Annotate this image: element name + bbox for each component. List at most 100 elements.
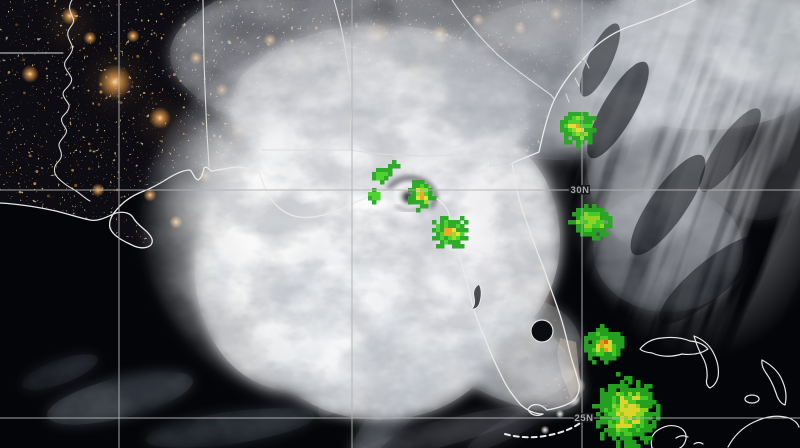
gulf-atlantic-coastline (0, 0, 696, 416)
radar-cell (652, 400, 657, 405)
radar-cell (588, 220, 593, 225)
radar-cell (648, 384, 653, 389)
radar-cell (420, 184, 425, 189)
radar-cell (452, 232, 457, 237)
radar-cell (564, 140, 569, 145)
radar-cell (616, 408, 621, 413)
radar-cell (440, 232, 445, 237)
radar-cell (632, 400, 637, 405)
radar-cell (592, 224, 597, 229)
radar-cell (640, 396, 645, 401)
radar-cell (612, 400, 617, 405)
radar-cell (596, 344, 601, 349)
radar-cell (600, 324, 605, 329)
radar-cell (616, 440, 621, 445)
radar-cell (620, 400, 625, 405)
radar-cell (644, 400, 649, 405)
radar-cell (584, 220, 589, 225)
radar-cell (604, 352, 609, 357)
radar-cell (416, 196, 421, 201)
radar-cell (596, 420, 601, 425)
radar-cell (612, 408, 617, 413)
radar-cell (636, 424, 641, 429)
radar-cell (412, 200, 417, 205)
radar-cell (444, 224, 449, 229)
radar-cell (416, 200, 421, 205)
radar-cell (420, 180, 425, 185)
radar-cell (592, 336, 597, 341)
radar-cell (444, 220, 449, 225)
radar-cell (600, 332, 605, 337)
radar-cell (576, 140, 581, 145)
radar-cell (576, 220, 581, 225)
radar-cell (608, 408, 613, 413)
radar-cell (620, 432, 625, 437)
radar-cell (588, 116, 593, 121)
radar-cell (628, 400, 633, 405)
radar-cell (588, 124, 593, 129)
radar-cell (572, 212, 577, 217)
radar-cell (620, 436, 625, 441)
radar-cell (388, 172, 393, 177)
radar-cell (632, 408, 637, 413)
tampa-bay (470, 283, 482, 310)
radar-cell (616, 404, 621, 409)
radar-cell (444, 228, 449, 233)
radar-cell (600, 224, 605, 229)
radar-cell (584, 212, 589, 217)
radar-cell (636, 408, 641, 413)
radar-cell (432, 196, 437, 201)
radar-cell (616, 432, 621, 437)
radar-cell (596, 336, 601, 341)
radar-cell (416, 192, 421, 197)
radar-cell (644, 420, 649, 425)
radar-cell (380, 176, 385, 181)
radar-cell (624, 396, 629, 401)
radar-cell (592, 220, 597, 225)
radar-cell (440, 236, 445, 241)
radar-cell (464, 220, 469, 225)
radar-cell (620, 424, 625, 429)
radar-cell (588, 140, 593, 145)
radar-cell (584, 228, 589, 233)
radar-cell (584, 348, 589, 353)
radar-cell (396, 164, 401, 169)
radar-cell (640, 428, 645, 433)
radar-cell (604, 348, 609, 353)
radar-cell (588, 332, 593, 337)
radar-cell (628, 392, 633, 397)
state-borders (0, 0, 555, 202)
radar-cell (600, 212, 605, 217)
radar-cell (412, 196, 417, 201)
radar-cell (584, 112, 589, 117)
radar-cell (624, 432, 629, 437)
radar-cell (432, 220, 437, 225)
radar-cell (444, 216, 449, 221)
radar-cell (572, 132, 577, 137)
radar-cell (640, 412, 645, 417)
radar-cell (604, 428, 609, 433)
radar-cell (600, 208, 605, 213)
radar-cell (608, 420, 613, 425)
radar-cell (600, 400, 605, 405)
radar-cell (576, 212, 581, 217)
radar-cell (368, 196, 373, 201)
radar-cell (640, 404, 645, 409)
radar-cell (592, 208, 597, 213)
bahamas-islands (639, 335, 800, 448)
radar-cell (608, 356, 613, 361)
radar-cell (416, 180, 421, 185)
radar-cell (588, 348, 593, 353)
radar-cell (604, 340, 609, 345)
radar-cell (456, 244, 461, 249)
radar-cell (652, 412, 657, 417)
radar-cell (616, 412, 621, 417)
radar-cell (604, 412, 609, 417)
radar-cell (440, 216, 445, 221)
radar-cell (604, 360, 609, 365)
radar-cell (424, 196, 429, 201)
radar-cell (620, 420, 625, 425)
radar-cell (608, 432, 613, 437)
radar-cell (460, 244, 465, 249)
